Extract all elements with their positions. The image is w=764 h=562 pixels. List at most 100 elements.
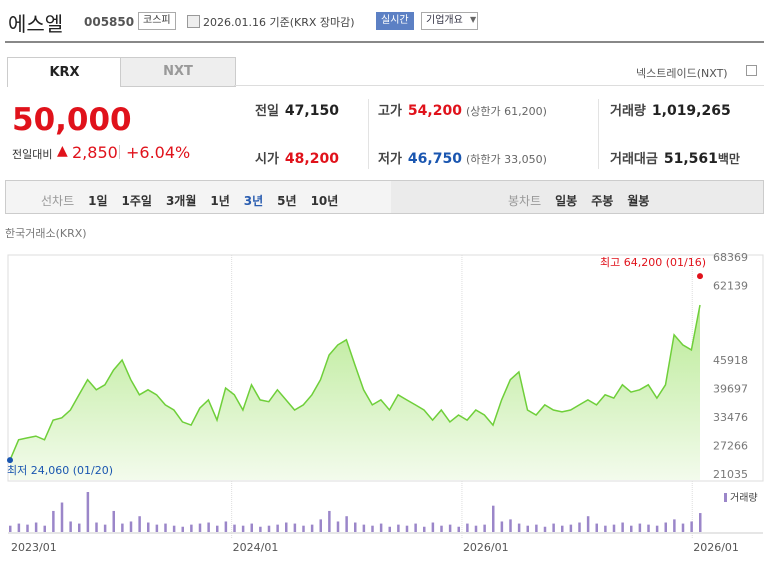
tab-rule <box>234 85 764 86</box>
period-option[interactable]: 5년 <box>277 194 297 208</box>
period-option[interactable]: 1년 <box>210 194 230 208</box>
market-badge: 코스피 <box>138 12 176 30</box>
stat-value: 54,200 <box>407 103 462 119</box>
calendar-icon <box>187 15 200 28</box>
volume-bar <box>138 516 141 532</box>
volume-bar <box>612 524 616 532</box>
low-marker <box>7 457 13 464</box>
volume-bar <box>483 524 486 532</box>
volume-bar <box>121 523 124 532</box>
volume-bar <box>52 510 55 532</box>
company-button[interactable]: 기업개요 <box>421 12 478 30</box>
volume-bar <box>9 525 12 532</box>
candle-chart-label: 봉차트 <box>508 194 542 208</box>
volume-bar <box>500 521 504 532</box>
volume-bar <box>241 525 245 532</box>
volume-bar <box>578 522 581 532</box>
stat-label: 거래대금 <box>610 152 658 167</box>
volume-bar <box>586 516 590 532</box>
volume-bar <box>630 525 633 532</box>
x-tick-label: 2024/01 <box>233 541 279 554</box>
volume-bar <box>673 519 676 532</box>
nextrade-icon <box>746 65 757 76</box>
stock-name: 에스엘 <box>8 12 64 36</box>
tab-krx[interactable]: KRX <box>7 57 122 87</box>
volume-bar <box>224 521 228 532</box>
volume-bar <box>147 522 150 532</box>
volume-bar <box>440 525 443 532</box>
candle-option[interactable]: 주봉 <box>591 194 614 208</box>
volume-bar <box>181 526 184 532</box>
candle-option[interactable]: 월봉 <box>627 194 650 208</box>
change-label: 전일대비 <box>12 148 53 161</box>
change: 2,850 <box>72 143 118 162</box>
nextrade-link[interactable]: 넥스트레이드(NXT) <box>636 67 728 80</box>
volume-bar <box>267 525 271 532</box>
divider <box>598 99 599 169</box>
volume-bar <box>664 522 667 532</box>
stat-label: 거래량 <box>610 104 646 119</box>
divider <box>119 145 120 159</box>
volume-bar <box>492 505 495 532</box>
stat: 전일 47,150 <box>255 100 339 119</box>
chart: 한국거래소(KRX) 거래량 68369 62139 45918 39697 33476… <box>5 227 764 554</box>
volume-bar <box>621 522 624 532</box>
volume-bar <box>397 524 400 532</box>
x-tick-label: 2023/01 <box>11 541 57 554</box>
volume-bar <box>276 524 279 532</box>
period-option[interactable]: 1주일 <box>121 194 152 208</box>
period-option[interactable]: 3년 <box>243 194 264 208</box>
stat: 고가 54,200 (상한가 61,200) <box>378 100 547 119</box>
stat-value: 1,019,265 <box>651 103 731 119</box>
volume-bar <box>112 510 115 532</box>
dropdown-arrow: ▼ <box>470 15 477 24</box>
stat-label: 저가 <box>378 152 402 167</box>
volume-bar <box>198 523 202 532</box>
volume-bar <box>95 522 98 532</box>
date: 2026.01.16 기준(KRX 장마감) <box>203 16 355 29</box>
volume-bar <box>552 523 555 532</box>
volume-bar <box>172 525 176 532</box>
volume-bar <box>379 523 383 532</box>
stat-label: 고가 <box>378 104 402 119</box>
volume-bar <box>60 502 64 532</box>
volume-bar <box>216 525 219 532</box>
header-rule <box>5 41 764 43</box>
stat-label: 전일 <box>255 104 279 119</box>
legend-volume: 거래량 <box>730 492 758 504</box>
candle-option[interactable]: 일봉 <box>555 194 578 208</box>
y-tick-label: 45918 <box>713 354 748 367</box>
volume-bar <box>474 525 478 532</box>
y-tick-label: 39697 <box>713 382 748 395</box>
period-option[interactable]: 3개월 <box>165 194 197 208</box>
volume-bar <box>604 525 607 532</box>
period-option[interactable]: 1일 <box>88 194 108 208</box>
change-percent: +6.04% <box>126 143 191 162</box>
current-price: 50,000 <box>12 102 132 138</box>
volume-bar <box>34 522 38 532</box>
stat-note: (하한가 33,050) <box>465 153 547 166</box>
period-option[interactable]: 10년 <box>310 194 339 208</box>
volume-bar <box>517 523 521 532</box>
volume-bar <box>129 521 133 532</box>
volume-bar <box>302 525 305 532</box>
volume-bar <box>561 525 564 532</box>
volume-bar <box>86 492 90 532</box>
tab-nxt[interactable]: NXT <box>120 57 236 87</box>
stat: 거래량 1,019,265 <box>610 100 731 119</box>
volume-bar <box>328 510 331 532</box>
volume-bar <box>690 521 693 532</box>
volume-bar <box>569 524 573 532</box>
volume-bar <box>17 523 21 532</box>
volume-bar <box>681 523 685 532</box>
volume-bar <box>543 526 547 532</box>
y-tick-label: 21035 <box>713 468 748 481</box>
volume-bar <box>250 523 253 532</box>
stat-value: 48,200 <box>284 151 339 167</box>
volume-bar <box>371 525 374 532</box>
up-arrow: ▲ <box>57 143 68 159</box>
volume-bar <box>388 526 391 532</box>
realtime-badge[interactable]: 실시간 <box>376 12 414 30</box>
stat-value: 46,750 <box>407 151 462 167</box>
